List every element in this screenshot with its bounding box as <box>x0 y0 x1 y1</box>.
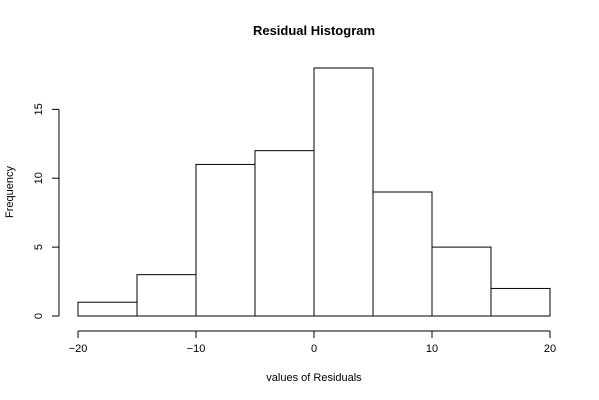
histogram-bar-5 <box>372 191 433 317</box>
histogram-bar-2 <box>195 163 256 317</box>
x-axis-label: values of Residuals <box>266 372 362 384</box>
x-tick-label: −20 <box>69 343 88 355</box>
y-tick-label: 10 <box>33 172 45 184</box>
chart-title: Residual Histogram <box>253 23 375 38</box>
histogram-bar-4 <box>313 67 374 317</box>
x-tick-label: 10 <box>426 343 438 355</box>
x-axis: −20 −10 0 10 20 <box>69 330 556 355</box>
histogram-bar-6 <box>431 246 492 317</box>
histogram-bar-3 <box>254 150 315 317</box>
y-tick-label: 15 <box>33 103 45 115</box>
x-tick-label: 20 <box>544 343 556 355</box>
histogram-bar-0 <box>77 301 138 317</box>
y-tick-label: 5 <box>33 244 45 250</box>
x-tick-label: 0 <box>311 343 317 355</box>
y-axis: 0 5 10 15 <box>33 103 60 319</box>
y-tick-label: 0 <box>33 313 45 319</box>
histogram-bar-7 <box>490 287 551 317</box>
histogram-bars <box>77 67 551 317</box>
y-axis-label: Frequency <box>4 166 16 218</box>
x-tick-label: −10 <box>187 343 206 355</box>
histogram-bar-1 <box>136 274 197 317</box>
